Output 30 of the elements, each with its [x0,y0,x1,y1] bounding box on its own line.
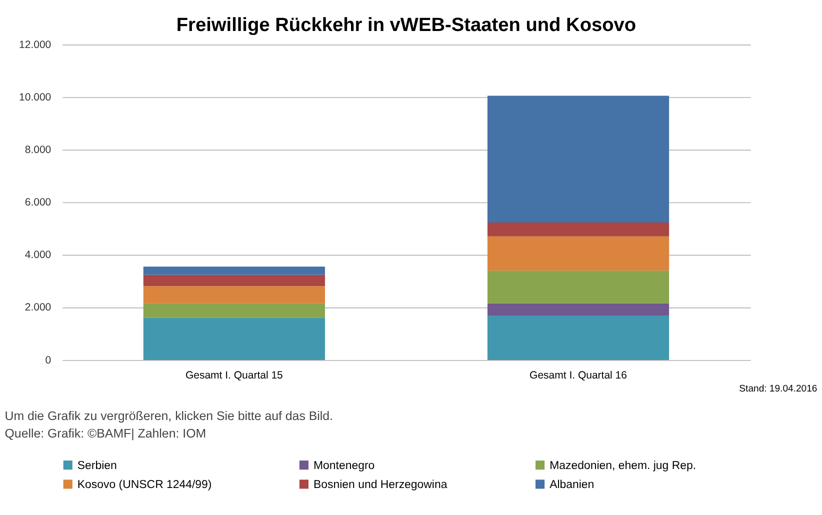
legend-label: Mazedonien, ehem. jug Rep. [550,460,696,472]
y-tick-label: 2.000 [24,302,52,314]
legend-label: Albanien [550,479,594,492]
bar [487,236,670,271]
y-tick-label: 8.000 [24,144,52,156]
legend-label: Kosovo (UNSCR 1244/99) [77,479,212,492]
y-tick-label: 10.000 [19,91,52,104]
y-tick-label: 0 [45,354,52,366]
text: Um die Grafik zu vergrößeren, klicken Sie bitte auf das Bild. [4,409,333,424]
bar [143,318,325,360]
y-tick-label: 12.000 [19,38,52,51]
y-tick-label: 6.000 [24,196,52,209]
source-note: Quelle: Grafik: ©BAMF| Zahlen: IOM [4,426,206,440]
bar [143,274,325,286]
bar [487,316,670,360]
text: Stand: 19.04.2016 [739,383,818,394]
x-tick-label: Gesamt I. Quartal 15 [185,370,284,382]
y-tick-label: 4.000 [24,249,52,262]
x-tick-label: Gesamt I. Quartal 16 [530,370,628,382]
bar [143,303,325,318]
bar [487,270,670,304]
bar [143,266,325,275]
bar [143,286,325,304]
bar [487,303,670,316]
bar [487,96,670,222]
chart-title: Freiwillige Rückkehr in vWEB-Staaten und Kosovo [176,15,636,36]
legend-label: Bosnien und Herzegowina [314,479,448,492]
legend-label: Montenegro [314,460,375,472]
bar [487,222,670,236]
legend-label: Serbien [77,460,117,472]
